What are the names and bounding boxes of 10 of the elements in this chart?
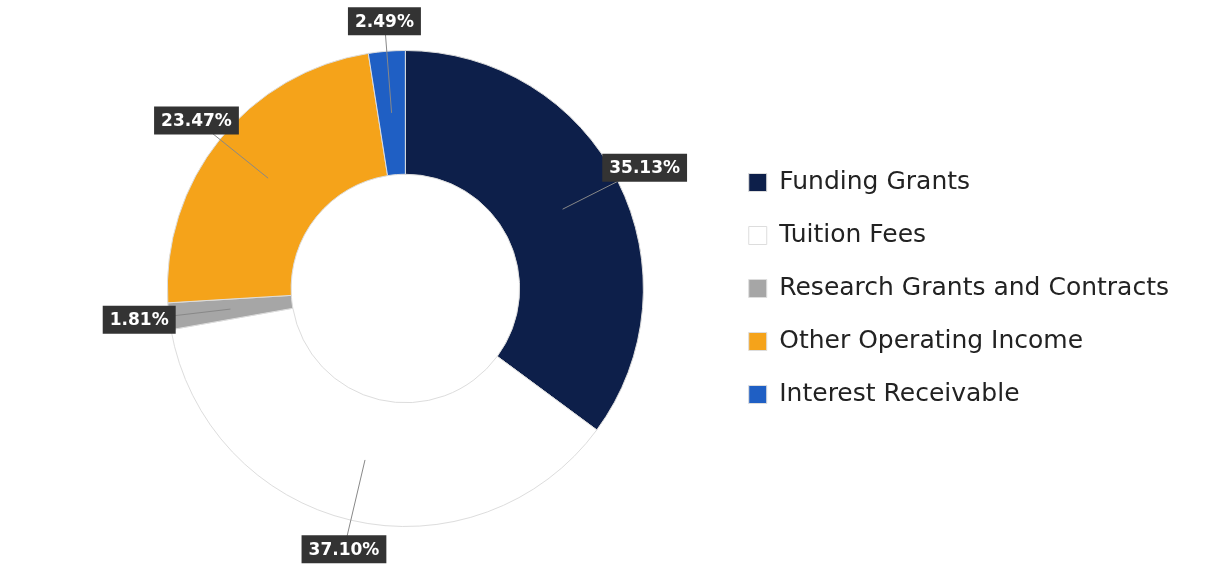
legend-label: Research Grants and Contracts: [779, 272, 1170, 301]
legend-label: Interest Receivable: [779, 378, 1020, 407]
data-label: 35.13%: [609, 157, 681, 178]
data-label: 37.10%: [308, 538, 380, 559]
legend-label: Tuition Fees: [778, 219, 927, 248]
data-label: 2.49%: [354, 10, 414, 31]
legend-label: Other Operating Income: [779, 325, 1084, 354]
data-label: 1.81%: [109, 309, 169, 330]
legend-label: Funding Grants: [779, 166, 971, 195]
data-label: 23.47%: [161, 110, 232, 131]
